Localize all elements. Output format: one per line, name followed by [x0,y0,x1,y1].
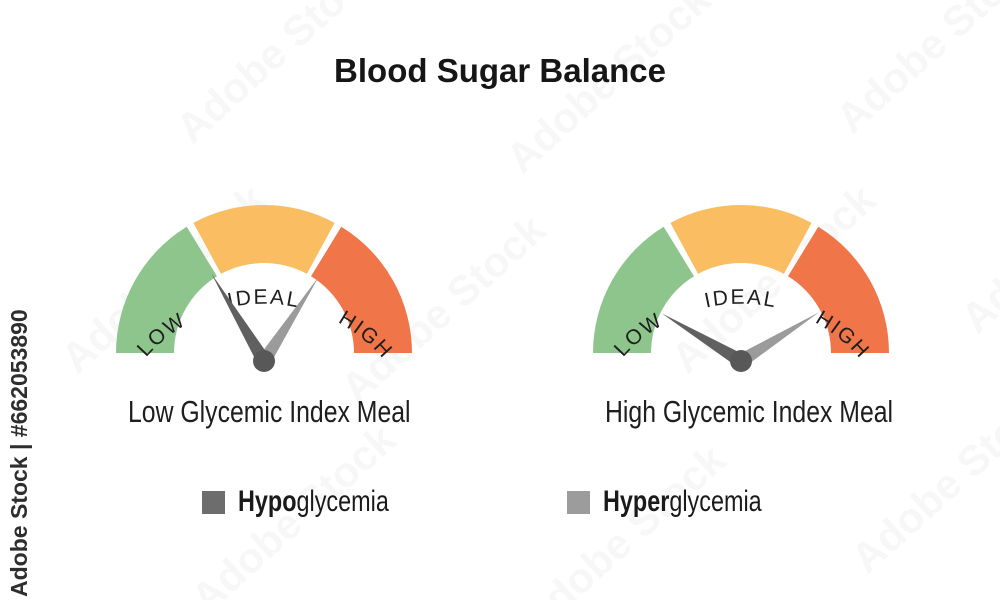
legend-label-bold: Hypo [238,485,297,518]
gauge-low-glycemic: LOW IDEAL HIGH [94,148,434,383]
legend-label-rest: glycemia [296,485,389,518]
legend-label-bold: Hyper [603,485,670,518]
segment-label-ideal: IDEAL [225,286,302,313]
gauge-segment-low [116,226,217,353]
gauge-segment-ideal [193,204,335,274]
legend-label-hypoglycemia: Hypoglycemia [238,485,389,519]
watermark-stock-id: Adobe Stock | #662053890 [6,309,32,597]
needle-hyperglycemia [737,312,820,367]
needle-hyperglycemia [258,276,320,365]
legend-item-hypoglycemia: Hypoglycemia [202,485,431,519]
gauge-svg: LOW IDEAL HIGH [593,204,889,372]
gauge-high-glycemic: LOW IDEAL HIGH [571,148,911,383]
needle-hypoglycemia [211,273,271,365]
gauge-caption-high-gi: High Glycemic Index Meal [605,394,894,429]
segment-label-ideal: IDEAL [702,286,779,313]
needle-hub [253,350,275,372]
needle-hub [730,350,752,372]
gauge-segment-ideal [670,204,812,274]
page-title: Blood Sugar Balance [334,52,666,89]
needle-hypoglycemia [662,313,745,368]
gauge-caption-low-gi: Low Glycemic Index Meal [128,394,411,429]
gauge-segment-high [788,226,889,353]
legend-swatch-hyperglycemia [567,490,590,514]
legend-label-rest: glycemia [669,485,762,518]
gauge-segment-low [593,226,694,353]
legend-swatch-hypoglycemia [202,490,225,514]
legend-item-hyperglycemia: Hyperglycemia [567,485,806,519]
gauge-svg: LOW IDEAL HIGH [116,204,412,372]
gauge-segment-high [311,226,412,353]
legend-label-hyperglycemia: Hyperglycemia [603,485,762,519]
watermark-tile: Adobe Stock [951,135,1000,342]
